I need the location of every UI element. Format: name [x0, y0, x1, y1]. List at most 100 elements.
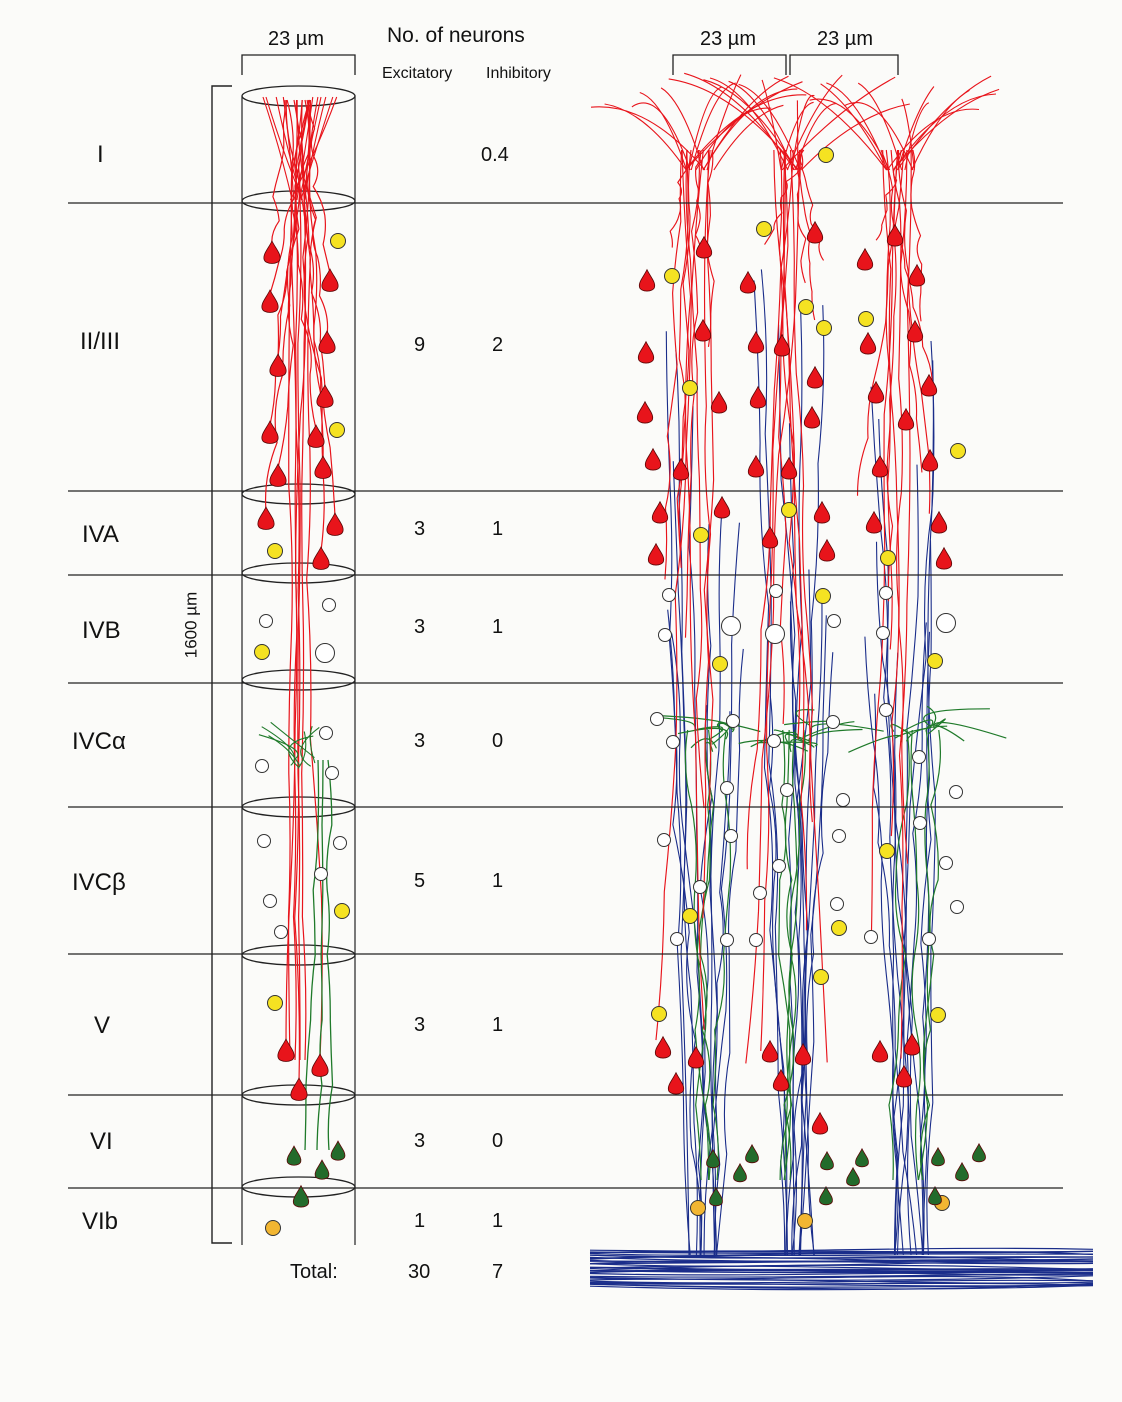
stellate-dendrite-branch — [270, 721, 315, 759]
stellate-neuron-icon — [950, 900, 964, 914]
pyramidal-neuron-icon — [733, 1162, 747, 1183]
stellate-neuron-icon — [720, 781, 734, 795]
interneuron-axon — [753, 280, 788, 1256]
stellate-dendrite-branch — [717, 721, 734, 730]
stellate-neuron-icon — [749, 933, 763, 947]
pyramidal-neuron-icon — [794, 1042, 812, 1066]
apical-tuft — [796, 100, 799, 171]
stellate-dendrite — [783, 729, 799, 1181]
stellate-dendrite-branch — [933, 721, 1007, 739]
pyramidal-neuron-icon — [261, 420, 279, 444]
stellate-dendrite-branch — [926, 705, 937, 727]
apical-dendrite — [856, 149, 905, 496]
stellate-dendrite-branch — [690, 738, 717, 749]
pyramidal-neuron-icon — [972, 1142, 986, 1163]
interneuron-axon — [675, 349, 690, 1256]
apical-dendrite — [291, 99, 301, 1083]
pyramidal-neuron-icon — [846, 1166, 860, 1187]
stellate-neuron-icon — [666, 735, 680, 749]
pyramidal-neuron-icon — [921, 448, 939, 472]
apical-dendrite — [898, 149, 912, 1059]
stellate-dendrite-branch — [894, 727, 930, 739]
stellate-dendrite-branch — [809, 723, 884, 734]
stellate-neuron-icon — [314, 867, 328, 881]
interneuron-icon — [265, 1220, 281, 1236]
cylinder-ellipse — [241, 85, 356, 107]
stellate-dendrite — [919, 729, 932, 1181]
stellate-dendrite-branch — [297, 731, 307, 769]
interneuron-icon — [712, 656, 728, 672]
layer-label-VI: VI — [90, 1128, 113, 1155]
layer-label-I: I — [97, 141, 104, 168]
neurons-count-title: No. of neurons — [387, 24, 525, 47]
apical-tuft — [892, 88, 1000, 171]
pyramidal-neuron-icon — [263, 240, 281, 264]
stellate-neuron-icon — [274, 925, 288, 939]
stellate-neuron-icon — [322, 598, 336, 612]
stellate-neuron-icon — [333, 836, 347, 850]
white-matter-axon — [589, 1282, 1094, 1291]
apical-dendrite — [301, 99, 323, 1059]
stellate-neuron-icon — [832, 829, 846, 843]
inhibitory-count-I: 0.4 — [481, 144, 509, 166]
apical-tuft — [713, 104, 784, 171]
interneuron-icon — [858, 311, 874, 327]
descending-axon — [287, 199, 293, 1061]
pyramidal-neuron-icon — [886, 223, 904, 247]
stellate-neuron-icon — [826, 715, 840, 729]
apical-tuft — [631, 102, 691, 171]
pyramidal-neuron-icon — [706, 1148, 720, 1169]
white-matter-axon — [589, 1251, 1094, 1255]
interneuron-icon — [879, 843, 895, 859]
interneuron-icon — [813, 969, 829, 985]
apical-dendrite — [910, 149, 923, 322]
interneuron-icon — [254, 644, 270, 660]
apical-tuft — [800, 103, 910, 171]
stellate-neuron-icon — [259, 614, 273, 628]
stellate-neuron-icon — [912, 750, 926, 764]
excitatory-count-IVA: 3 — [414, 518, 426, 540]
pyramidal-neuron-icon — [930, 510, 948, 534]
apical-tuft — [265, 96, 303, 201]
white-matter-axon — [589, 1251, 1094, 1256]
pyramidal-neuron-icon — [745, 1143, 759, 1164]
apical-tuft — [794, 102, 837, 171]
stellate-dendrite-branch — [309, 726, 316, 764]
apical-dendrite — [890, 149, 908, 837]
interneuron-axon — [794, 312, 803, 1256]
stellate-dendrite-branch — [900, 719, 934, 733]
interneuron-icon — [651, 1006, 667, 1022]
stellate-dendrite — [778, 729, 792, 1181]
interneuron-icon — [693, 527, 709, 543]
apical-dendrite — [678, 149, 692, 551]
interneuron-icon — [818, 147, 834, 163]
apical-tuft — [668, 78, 799, 171]
apical-dendrite — [760, 149, 786, 1052]
descending-axon — [292, 199, 298, 1061]
interneuron-icon — [682, 908, 698, 924]
apical-dendrite — [880, 149, 934, 386]
interneuron-icon — [690, 1200, 706, 1216]
stellate-dendrite — [304, 759, 320, 1151]
pyramidal-neuron-icon — [316, 384, 334, 408]
interneuron-icon — [664, 268, 680, 284]
pyramidal-neuron-icon — [638, 268, 656, 292]
stellate-neuron-icon — [315, 643, 335, 663]
interneuron-icon — [330, 233, 346, 249]
interneuron-axon — [715, 648, 744, 1256]
pyramidal-neuron-icon — [311, 1053, 329, 1077]
stellate-neuron-icon — [936, 613, 956, 633]
white-matter-axon — [589, 1267, 1094, 1271]
stellate-neuron-icon — [662, 588, 676, 602]
pyramidal-neuron-icon — [713, 495, 731, 519]
inhibitory-column-header: Inhibitory — [486, 65, 551, 82]
apical-dendrite — [703, 149, 715, 810]
apical-tuft — [262, 96, 293, 201]
stellate-dendrite-branch — [696, 726, 724, 740]
apical-dendrite — [685, 149, 705, 809]
apical-tuft — [897, 86, 935, 171]
apical-tuft — [282, 96, 295, 201]
apical-tuft — [901, 98, 915, 171]
interneuron-axon — [798, 615, 827, 1256]
pyramidal-neuron-icon — [257, 506, 275, 530]
